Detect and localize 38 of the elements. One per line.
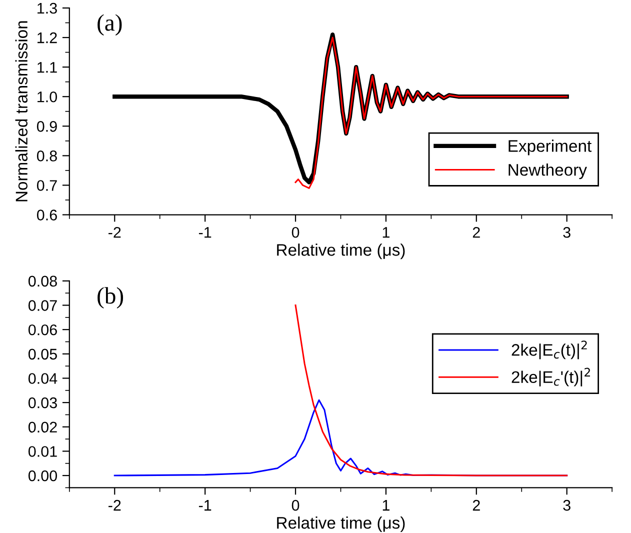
y-tick-label: 1.1 xyxy=(38,62,57,73)
legend-label: 2ke|E$_{c}$'(t)|$^{2}$ xyxy=(512,368,590,386)
x-tick-label: -1 xyxy=(198,500,212,511)
y-tick-label: 0.04 xyxy=(28,373,58,384)
x-tick-label: -2 xyxy=(108,500,121,511)
x-tick-label: 1 xyxy=(382,500,390,511)
x-axis-title: Relative time (μs) xyxy=(277,516,405,532)
y-tick-label: 1.0 xyxy=(38,91,58,102)
y-tick-label: 0.08 xyxy=(28,276,57,287)
x-tick-label: 3 xyxy=(563,500,570,511)
y-tick-label: 0.6 xyxy=(36,210,57,220)
y-axis-title: Normalized transmission xyxy=(15,21,28,202)
y-tick-label: 0.02 xyxy=(28,422,57,433)
legend-label: Newtheory xyxy=(508,164,587,180)
y-tick-label: 0.9 xyxy=(36,121,57,132)
y-tick-label: 0.8 xyxy=(36,150,57,162)
annotation: (a) xyxy=(98,14,122,36)
y-tick-label: 1.2 xyxy=(38,32,57,44)
y-tick-label: 0.06 xyxy=(28,324,57,336)
x-tick-label: 2 xyxy=(472,226,480,238)
y-tick-label: 0.01 xyxy=(28,446,57,457)
y-tick-label: 0.05 xyxy=(28,348,57,360)
x-tick-label: -1 xyxy=(198,227,212,238)
annotation: (b) xyxy=(98,287,124,309)
x-tick-label: 0 xyxy=(292,500,300,511)
x-tick-label: -2 xyxy=(108,226,121,238)
y-tick-label: 1.3 xyxy=(38,2,57,14)
legend-label: Experiment xyxy=(508,140,592,156)
x-tick-label: 3 xyxy=(563,226,570,238)
y-tick-label: 0.7 xyxy=(36,180,57,191)
legend-label: 2ke|E$_{c}$(t)|$^{2}$ xyxy=(512,340,587,360)
x-tick-label: 0 xyxy=(292,226,300,238)
x-axis-title: Relative time (μs) xyxy=(277,244,405,260)
y-tick-label: 0.07 xyxy=(28,300,57,311)
y-tick-label: 0.03 xyxy=(28,397,57,408)
y-tick-label: 0.00 xyxy=(28,470,58,482)
x-tick-label: 1 xyxy=(382,227,390,238)
x-tick-label: 2 xyxy=(472,500,480,511)
